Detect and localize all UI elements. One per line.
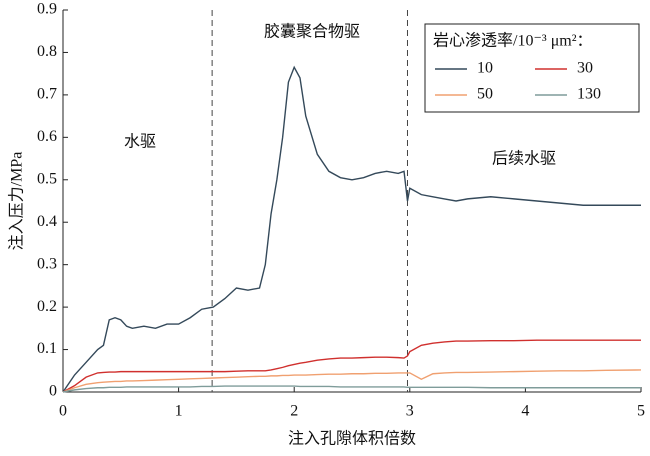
data-line xyxy=(62,65,641,393)
x-tick-label: 4 xyxy=(521,403,529,420)
data-line xyxy=(62,369,642,393)
x-tick-label: 3 xyxy=(406,403,414,420)
y-tick-label: 0.1 xyxy=(37,340,57,357)
y-tick-label: 0.2 xyxy=(37,298,57,315)
y-tick-label: 0.9 xyxy=(37,1,57,18)
y-axis-label: 注入压力/MPa xyxy=(8,152,26,251)
annotation: 胶囊聚合物驱 xyxy=(264,23,360,41)
legend-label: 10 xyxy=(477,60,493,77)
annotation: 后续水驱 xyxy=(492,150,556,168)
annotation: 水驱 xyxy=(124,133,156,151)
y-tick-label: 0 xyxy=(49,383,57,400)
data-line xyxy=(62,385,641,393)
legend-label: 130 xyxy=(577,86,601,103)
legend-title: 岩心渗透率/10⁻³ μm²： xyxy=(433,32,593,50)
y-tick-label: 0.4 xyxy=(37,213,57,230)
legend-label: 30 xyxy=(577,60,593,77)
y-tick-label: 0.6 xyxy=(37,128,57,145)
y-tick-label: 0.8 xyxy=(37,43,57,60)
x-tick-label: 2 xyxy=(290,403,298,420)
x-axis-label: 注入孔隙体积倍数 xyxy=(288,430,416,448)
y-tick-label: 0.3 xyxy=(37,255,57,272)
x-tick-label: 0 xyxy=(59,403,67,420)
legend: 岩心渗透率/10⁻³ μm²： 10 30 50 130 xyxy=(424,23,640,113)
x-tick-label: 5 xyxy=(637,403,645,420)
legend-label: 50 xyxy=(477,86,493,103)
y-tick-label: 0.5 xyxy=(37,170,57,187)
data-line xyxy=(62,339,641,393)
x-tick-label: 1 xyxy=(175,403,183,420)
legend-box xyxy=(424,23,640,113)
y-tick-label: 0.7 xyxy=(37,86,57,103)
